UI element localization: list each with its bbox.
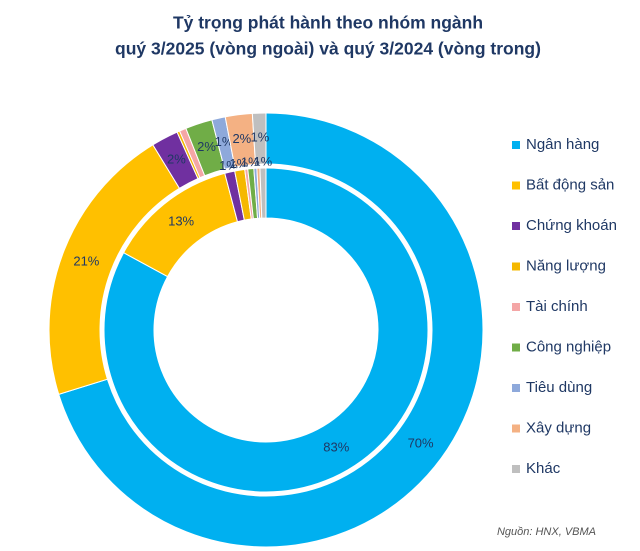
legend-swatch [512, 424, 520, 433]
legend-label: Chứng khoán [526, 217, 617, 234]
source: Nguồn: HNX, VBMA [497, 526, 596, 538]
legend-swatch [512, 262, 520, 271]
legend-swatch [512, 303, 520, 311]
legend-label: Tiêu dùng [526, 379, 592, 396]
chart-title: Tỷ trọng phát hành theo nhóm ngành [173, 13, 483, 33]
data-label: 2% [197, 139, 216, 154]
legend-swatch [512, 343, 520, 352]
data-label: 70% [408, 435, 434, 450]
legend-label: Bất động sản [526, 176, 614, 193]
data-label: 21% [73, 254, 99, 269]
legend-label: Tài chính [526, 298, 588, 315]
data-label: 13% [168, 213, 194, 228]
legend-label: Công nghiệp [526, 338, 611, 355]
legend-swatch [512, 384, 520, 392]
legend-label: Khác [526, 460, 561, 477]
ring-border [46, 110, 486, 550]
legend-swatch [512, 465, 520, 473]
data-label: 1% [253, 154, 272, 169]
data-label: 83% [323, 440, 349, 455]
legend-swatch [512, 222, 520, 230]
ring-border [101, 165, 431, 495]
data-label: 2% [167, 152, 186, 167]
chart-title: quý 3/2025 (vòng ngoài) và quý 3/2024 (v… [115, 39, 541, 59]
legend-swatch [512, 141, 520, 149]
legend-swatch [512, 181, 520, 190]
data-label: 1% [251, 130, 270, 145]
legend-label: Năng lượng [526, 257, 606, 274]
data-label: 2% [232, 131, 251, 146]
legend-label: Ngân hàng [526, 136, 599, 153]
legend-label: Xây dựng [526, 419, 591, 436]
